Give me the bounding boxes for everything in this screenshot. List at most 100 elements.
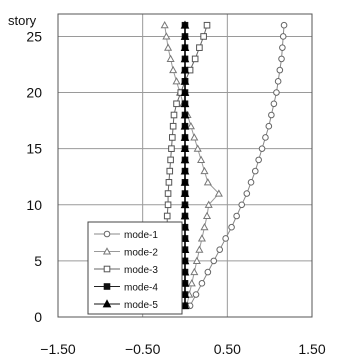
y-tick-label: 0 [34,309,42,325]
data-point-mode-2 [204,200,213,208]
data-point-mode-5 [180,177,190,186]
plot-border [57,13,313,318]
data-point-mode-2 [203,178,212,186]
data-point-mode-1 [255,156,262,164]
data-point-mode-3 [166,167,174,175]
x-tick-label: −0.50 [125,341,161,357]
data-point-mode-5 [180,211,190,220]
y-axis-label: story [8,13,37,28]
data-point-mode-3 [196,44,203,51]
data-point-mode-5 [180,132,190,141]
y-tick-label: 15 [26,141,42,157]
data-point-mode-1 [216,246,224,253]
data-point-mode-2 [192,256,201,264]
data-point-mode-2 [193,144,202,152]
data-point-mode-1 [228,223,235,231]
legend-label: mode-1 [124,230,158,241]
data-point-mode-1 [198,280,206,287]
legend-label: mode-5 [124,300,158,311]
data-point-mode-5 [180,278,190,287]
data-point-mode-1 [192,291,200,298]
data-point-mode-5 [180,20,190,29]
data-point-mode-3 [173,100,180,108]
y-tick-label: 20 [26,85,42,101]
data-point-mode-1 [273,89,280,96]
legend-marker-mode-3 [103,265,111,273]
data-point-mode-5 [180,244,190,254]
data-point-mode-5 [180,31,190,40]
data-point-mode-3 [170,111,178,119]
data-point-mode-1 [247,179,255,186]
data-point-mode-5 [180,99,190,108]
data-point-mode-2 [200,166,209,175]
data-point-mode-1 [268,111,275,119]
data-point-mode-3 [169,134,176,141]
data-point-mode-5 [180,87,190,96]
data-point-mode-3 [169,122,177,130]
legend-item-mode-2: mode-2 [94,247,158,259]
data-point-mode-1 [238,201,246,209]
data-point-mode-2 [162,32,171,40]
data-point-mode-1 [276,66,284,74]
data-point-mode-1 [204,268,212,276]
data-point-mode-3 [168,145,175,152]
data-point-mode-2 [197,234,206,242]
x-tick-label: 1.50 [298,341,325,357]
x-tick-label: 0.50 [214,341,241,357]
data-point-mode-1 [265,122,273,130]
legend: mode-1 mode-2 mode-3 mode-4 mode-5 [87,221,183,315]
series-mode-2 [160,20,223,309]
legend-label: mode-2 [124,248,158,259]
data-point-mode-1 [233,212,240,220]
data-point-mode-2 [160,20,169,29]
data-point-mode-2 [169,65,178,74]
data-point-mode-5 [180,188,190,197]
data-point-mode-3 [163,212,171,220]
data-point-mode-2 [164,43,173,51]
data-point-mode-3 [164,201,172,209]
legend-label: mode-3 [124,265,158,276]
data-point-mode-1 [222,235,229,242]
data-point-mode-2 [190,133,199,141]
data-point-mode-5 [180,256,190,265]
legend-item-mode-4: mode-4 [94,283,158,294]
data-point-mode-3 [200,33,207,40]
data-point-mode-1 [270,100,278,108]
data-point-mode-2 [166,54,175,62]
data-point-mode-5 [180,65,190,74]
data-point-mode-5 [180,267,190,276]
data-point-mode-5 [180,155,190,164]
data-point-mode-1 [274,78,282,85]
data-point-mode-2 [214,189,223,197]
data-point-mode-5 [180,76,190,85]
data-point-mode-2 [190,267,199,276]
legend-box [87,221,183,315]
legend-marker-mode-1 [103,230,111,238]
y-tick-labels: 0 5 10 15 20 25 [26,28,42,325]
data-point-mode-5 [180,200,190,209]
data-point-mode-5 [180,54,190,63]
data-point-mode-3 [167,156,174,164]
data-point-mode-2 [186,121,195,130]
data-point-mode-2 [197,155,206,163]
y-tick-label: 10 [26,197,42,213]
data-point-mode-1 [251,167,259,175]
legend-marker-mode-5 [102,299,112,308]
data-point-mode-1 [278,55,285,63]
series-line-mode-1 [189,25,285,307]
data-point-mode-1 [210,257,218,265]
data-point-mode-5 [180,110,190,119]
data-point-mode-5 [180,222,190,231]
legend-label: mode-4 [124,283,158,294]
legend-item-mode-5: mode-5 [94,299,158,311]
y-tick-label: 25 [26,28,42,44]
plot-frame [57,13,313,318]
data-point-mode-3 [164,190,172,197]
data-point-mode-5 [180,166,190,175]
data-point-mode-2 [187,279,196,287]
data-point-mode-2 [172,77,181,85]
legend-marker-mode-2 [102,247,112,255]
data-point-mode-5 [180,301,190,310]
series-mode-1 [186,21,288,310]
